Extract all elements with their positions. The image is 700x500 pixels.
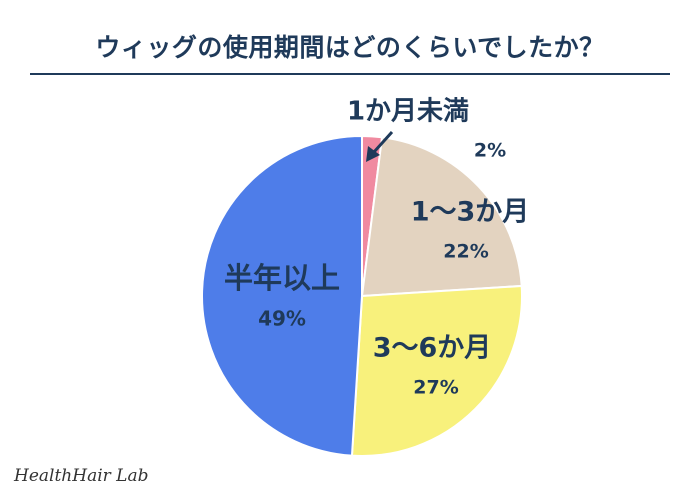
pie-slice-4 <box>201 134 363 457</box>
brand-logo: HealthHair Lab <box>14 466 149 486</box>
slice-value-2: 22% <box>443 241 488 263</box>
slice-value-4: 49% <box>258 307 306 331</box>
title-underline <box>30 73 670 75</box>
pie-slice-2 <box>360 136 523 298</box>
slice-label-3: 3〜6か月 <box>373 333 492 364</box>
pie-slice-3 <box>350 284 523 457</box>
callout-arrow <box>366 130 394 162</box>
chart-title: ウィッグの使用期間はどのくらいでしたか？ <box>95 33 605 62</box>
slice-value-1: 2% <box>474 140 506 162</box>
slice-label-2: 1〜3か月 <box>411 197 530 228</box>
pie-slices <box>201 134 523 457</box>
slice-value-3: 27% <box>413 377 458 399</box>
slice-label-4: 半年以上 <box>224 261 340 295</box>
slice-label-1: 1か月未満 <box>347 97 469 127</box>
